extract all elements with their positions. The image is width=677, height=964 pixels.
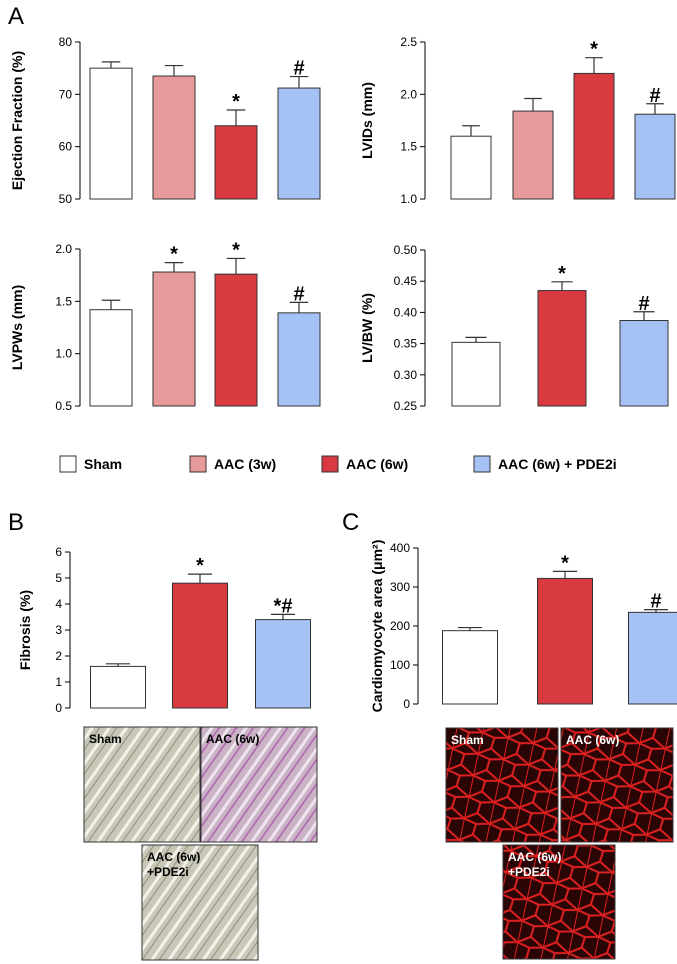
bar <box>89 67 133 200</box>
bar <box>214 125 258 200</box>
y-tick-label: 0 <box>55 701 62 715</box>
legend-swatch <box>321 455 339 473</box>
y-axis-label: LV/BW (%) <box>359 293 375 363</box>
significance-mark: * <box>232 239 240 261</box>
bar <box>628 611 677 705</box>
panel-letter: C <box>342 509 359 536</box>
micrograph <box>200 726 318 843</box>
legend-swatch <box>59 455 77 473</box>
bar <box>573 72 615 200</box>
bar <box>450 135 492 200</box>
y-tick-label: 0.50 <box>394 243 418 257</box>
legend-label: AAC (3w) <box>214 456 276 472</box>
y-tick-label: 70 <box>59 87 73 101</box>
y-tick-label: 100 <box>390 658 410 672</box>
y-tick-label: 1.0 <box>400 192 417 206</box>
bar <box>152 75 196 200</box>
micrograph <box>502 844 616 960</box>
y-tick-label: 2.0 <box>55 242 72 256</box>
bar <box>214 273 258 407</box>
bar <box>537 290 587 407</box>
y-tick-label: 2 <box>55 649 62 663</box>
y-tick-label: 0.45 <box>394 274 418 288</box>
y-tick-label: 200 <box>390 619 410 633</box>
bar <box>277 312 321 407</box>
y-tick-label: 400 <box>390 541 410 555</box>
bar <box>277 87 321 200</box>
bar <box>152 271 196 407</box>
y-tick-label: 50 <box>59 192 73 206</box>
y-tick-label: 0.40 <box>394 305 418 319</box>
legend-label: AAC (6w) + PDE2i <box>498 456 617 472</box>
micrograph-label: AAC (6w) <box>206 732 259 746</box>
micrograph-label: Sham <box>451 733 484 747</box>
bar <box>537 577 593 705</box>
significance-mark: # <box>293 283 304 305</box>
bar <box>442 630 498 705</box>
bar <box>172 582 228 709</box>
bar <box>90 665 146 709</box>
significance-mark: # <box>649 85 660 107</box>
bar <box>451 341 501 407</box>
y-tick-label: 2.5 <box>400 35 417 49</box>
bar <box>89 309 133 407</box>
legend-swatch <box>189 455 207 473</box>
y-axis-label: LVPWs (mm) <box>9 285 25 370</box>
micrograph-label: AAC (6w) <box>508 850 561 864</box>
legend-label: Sham <box>84 456 122 472</box>
y-tick-label: 0.35 <box>394 337 418 351</box>
significance-mark: * <box>561 552 569 574</box>
y-tick-label: 1.5 <box>55 294 72 308</box>
significance-mark: # <box>638 293 649 315</box>
micrograph-label: +PDE2i <box>508 865 550 879</box>
bar <box>512 110 554 200</box>
bar <box>255 619 311 709</box>
significance-mark: * <box>558 263 566 285</box>
y-tick-label: 300 <box>390 580 410 594</box>
y-tick-label: 80 <box>59 35 73 49</box>
significance-mark: # <box>650 591 661 613</box>
significance-mark: * <box>170 244 178 266</box>
micrograph-label: Sham <box>89 732 122 746</box>
y-tick-label: 2.0 <box>400 87 417 101</box>
significance-mark: * <box>590 39 598 61</box>
micrograph <box>141 844 259 961</box>
y-axis-label: Cardiomyocyte area (μm²) <box>369 540 385 713</box>
significance-mark: * <box>232 91 240 113</box>
y-tick-label: 1.5 <box>400 140 417 154</box>
micrograph-label: AAC (6w) <box>566 733 619 747</box>
y-axis-label: Fibrosis (%) <box>17 590 33 670</box>
y-tick-label: 4 <box>55 597 62 611</box>
significance-mark: *# <box>274 595 293 617</box>
y-tick-label: 0.30 <box>394 368 418 382</box>
legend-swatch <box>473 455 491 473</box>
y-tick-label: 1 <box>55 675 62 689</box>
bar <box>634 113 676 200</box>
micrograph <box>445 727 559 843</box>
panel-letter: B <box>8 509 24 536</box>
y-axis-label: LVIDs (mm) <box>359 82 375 159</box>
micrograph-label: +PDE2i <box>147 865 189 879</box>
significance-mark: # <box>293 58 304 80</box>
y-tick-label: 5 <box>55 571 62 585</box>
micrograph <box>83 726 201 843</box>
panel-letter: A <box>8 3 24 30</box>
micrograph-label: AAC (6w) <box>147 850 200 864</box>
y-tick-label: 3 <box>55 623 62 637</box>
y-tick-label: 0 <box>403 697 410 711</box>
significance-mark: * <box>196 555 204 577</box>
y-axis-label: Ejection Fraction (%) <box>9 51 25 190</box>
y-tick-label: 0.25 <box>394 399 418 413</box>
micrograph <box>560 727 674 843</box>
y-tick-label: 6 <box>55 545 62 559</box>
bar <box>619 320 669 407</box>
y-tick-label: 60 <box>59 140 73 154</box>
legend-label: AAC (6w) <box>346 456 408 472</box>
y-tick-label: 0.5 <box>55 399 72 413</box>
y-tick-label: 1.0 <box>55 347 72 361</box>
